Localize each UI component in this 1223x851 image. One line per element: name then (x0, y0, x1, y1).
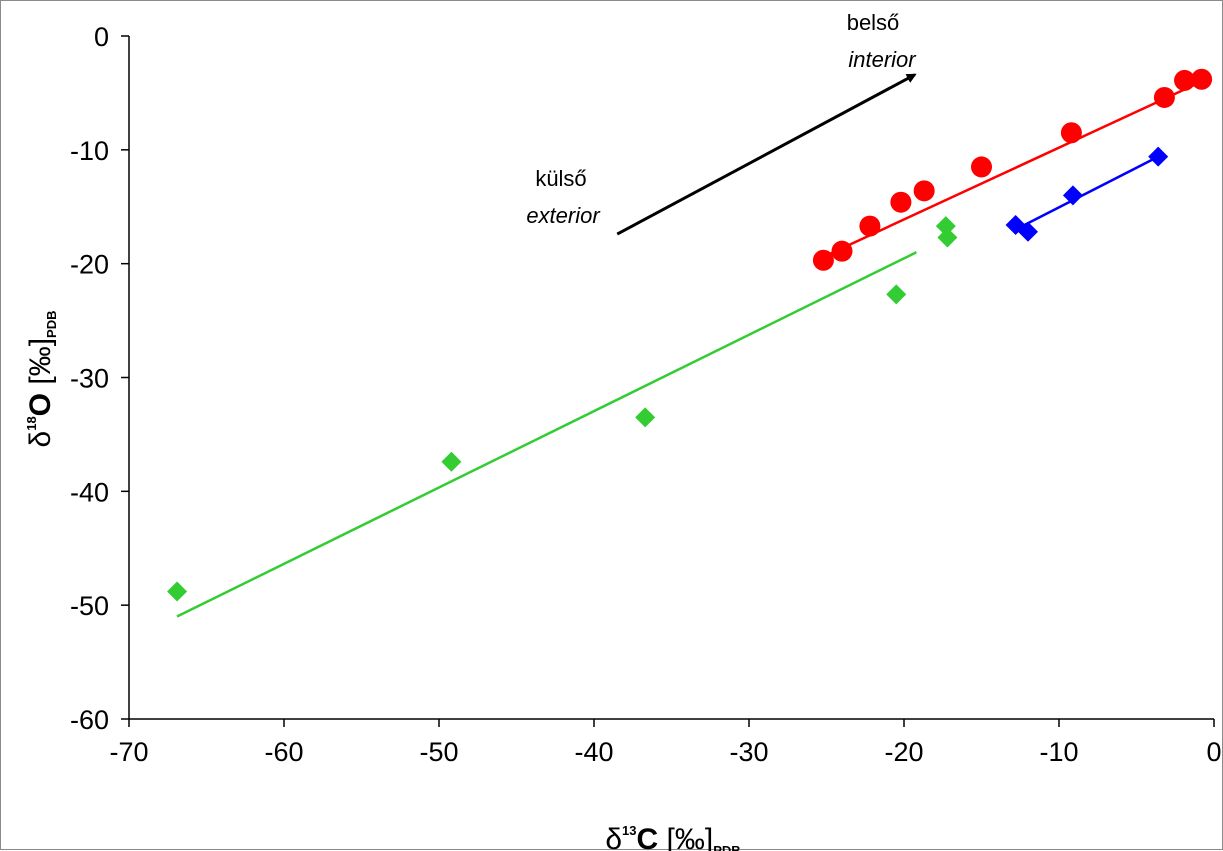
data-point-diamond (1062, 185, 1083, 206)
x-tick-label: -70 (109, 737, 148, 767)
y-tick-label: -30 (70, 364, 109, 394)
data-point-circle (890, 191, 912, 213)
y-axis-title: δ18O [‰]PDB (24, 311, 59, 448)
annotation-interior-hu: belső (847, 10, 900, 35)
axes: 0-10-20-30-40-50-60-70 -60 -50 -40 -30 -20 -10… (70, 22, 1222, 767)
trendline-series-2 (176, 251, 917, 618)
y-tick-label: -20 (70, 250, 109, 280)
y-tick-label: -50 (70, 591, 109, 621)
direction-arrow (616, 73, 917, 236)
trendline-series-1 (1015, 155, 1159, 231)
x-tick-label: -30 (729, 737, 768, 767)
x-tick-label: -60 (264, 737, 303, 767)
trendlines (176, 80, 1203, 618)
data-point-diamond (886, 284, 907, 305)
data-point-diamond (441, 451, 462, 472)
x-tick-label: 0 (1206, 737, 1221, 767)
data-point-circle (812, 249, 834, 271)
data-point-circle (1191, 68, 1213, 90)
annotation-exterior-en: exterior (526, 203, 601, 228)
y-tick-label: -10 (70, 136, 109, 166)
x-axis-title: δ13C [‰]PDB (605, 823, 740, 851)
annotation-exterior-hu: külső (535, 166, 586, 191)
x-tick-label: -50 (419, 737, 458, 767)
data-point-diamond (1148, 146, 1169, 167)
data-point-circle (831, 240, 853, 262)
data-point-circle (971, 156, 992, 178)
annotation-interior-en: interior (848, 47, 917, 72)
data-point-diamond (1018, 221, 1038, 242)
data-point-diamond (167, 581, 188, 602)
data-point-circle (1153, 86, 1175, 108)
axis-titles: δ13C [‰]PDB δ18O [‰]PDB (24, 311, 741, 851)
data-point-circle (1174, 69, 1196, 91)
data-point-circle (1060, 122, 1082, 144)
y-tick-label: -40 (70, 477, 109, 507)
data-point-diamond (937, 227, 958, 248)
data-points (167, 68, 1213, 602)
x-tick-label: -10 (1039, 737, 1078, 767)
trendline-series-0 (822, 80, 1203, 258)
x-tick-label: -40 (574, 737, 613, 767)
y-tick-label: 0 (94, 22, 109, 52)
data-point-circle (859, 215, 881, 237)
data-point-diamond (635, 407, 656, 428)
data-point-circle (913, 180, 935, 202)
x-tick-label: -20 (884, 737, 923, 767)
y-tick-label: -60 (70, 705, 109, 735)
annotations: belső interior külső exterior (526, 10, 917, 236)
